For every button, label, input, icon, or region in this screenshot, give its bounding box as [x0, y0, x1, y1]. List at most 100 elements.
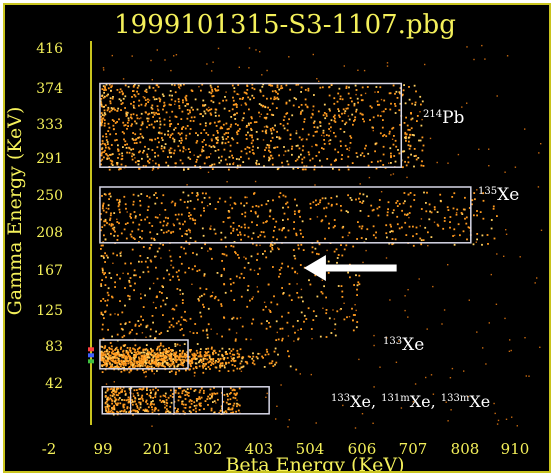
data-point: [236, 142, 239, 144]
data-point: [150, 401, 153, 403]
data-point: [288, 419, 290, 421]
data-point: [180, 316, 183, 319]
data-point: [158, 333, 161, 335]
data-point: [392, 173, 395, 175]
data-point: [157, 167, 159, 170]
data-point: [217, 149, 220, 151]
data-point: [251, 322, 253, 325]
data-point: [211, 168, 214, 170]
data-point: [170, 356, 173, 359]
data-point: [199, 353, 202, 356]
data-point: [278, 275, 280, 278]
data-point: [165, 410, 168, 413]
data-point: [238, 128, 241, 130]
data-point: [344, 110, 347, 112]
data-point: [138, 401, 141, 404]
data-point: [407, 136, 410, 139]
data-point: [257, 205, 260, 208]
data-point: [149, 352, 151, 354]
data-point: [114, 286, 116, 288]
data-point: [152, 167, 155, 170]
data-point: [179, 223, 181, 225]
data-point: [224, 96, 226, 98]
data-point: [270, 154, 273, 157]
data-point: [155, 112, 157, 114]
data-point: [187, 200, 189, 203]
data-point: [228, 110, 231, 112]
data-point: [155, 330, 157, 333]
data-point: [104, 362, 106, 364]
data-point: [308, 279, 310, 282]
data-point: [191, 217, 194, 220]
data-point: [384, 108, 387, 110]
label-214pb: 214Pb: [423, 108, 465, 128]
data-point: [155, 255, 157, 258]
data-point: [225, 362, 227, 365]
data-point: [201, 365, 204, 367]
data-point: [240, 238, 242, 241]
data-point: [108, 356, 111, 359]
data-point: [163, 401, 166, 404]
data-point: [259, 115, 261, 118]
data-point: [136, 362, 139, 365]
data-point: [266, 126, 269, 128]
data-point: [205, 156, 208, 159]
data-point: [349, 276, 351, 279]
data-point: [209, 228, 212, 230]
data-point: [203, 273, 206, 275]
data-point: [268, 362, 271, 365]
data-point: [116, 109, 119, 112]
data-point: [210, 146, 213, 148]
data-point: [134, 365, 137, 367]
data-point: [214, 89, 217, 92]
data-point: [110, 107, 113, 109]
data-point: [139, 200, 141, 202]
data-point: [154, 192, 157, 194]
data-point: [140, 359, 143, 362]
data-point: [192, 332, 195, 334]
data-point: [333, 318, 336, 320]
data-point: [164, 355, 166, 358]
data-point: [100, 124, 103, 127]
data-point: [233, 389, 236, 392]
data-point: [162, 354, 165, 357]
data-point: [392, 126, 395, 129]
data-point: [200, 247, 203, 249]
data-point: [151, 406, 153, 408]
data-point: [164, 59, 166, 61]
data-point: [462, 208, 465, 211]
data-point: [102, 354, 105, 357]
data-point: [193, 371, 196, 374]
data-point: [205, 328, 208, 331]
data-point: [251, 362, 254, 364]
data-point: [367, 152, 370, 155]
data-point: [156, 348, 158, 351]
data-point: [325, 206, 328, 209]
data-point: [103, 105, 105, 108]
data-point: [165, 348, 168, 350]
data-point: [130, 369, 132, 372]
data-point: [186, 125, 189, 127]
data-point: [276, 168, 279, 171]
data-point: [175, 54, 178, 56]
data-point: [130, 124, 133, 127]
data-point: [414, 383, 417, 385]
data-point: [340, 209, 343, 212]
data-point: [156, 105, 159, 108]
data-point: [100, 229, 102, 232]
data-point: [132, 148, 135, 150]
data-point: [252, 359, 255, 362]
data-point: [248, 150, 251, 153]
data-point: [151, 362, 154, 364]
data-point: [196, 352, 199, 354]
data-point: [134, 396, 136, 399]
data-point: [390, 152, 392, 155]
data-point: [239, 233, 242, 236]
data-point: [100, 244, 103, 247]
data-point: [325, 113, 328, 115]
data-point: [281, 262, 284, 265]
data-point: [376, 100, 379, 103]
data-point: [228, 168, 230, 171]
data-point: [324, 237, 326, 240]
data-point: [214, 232, 217, 235]
